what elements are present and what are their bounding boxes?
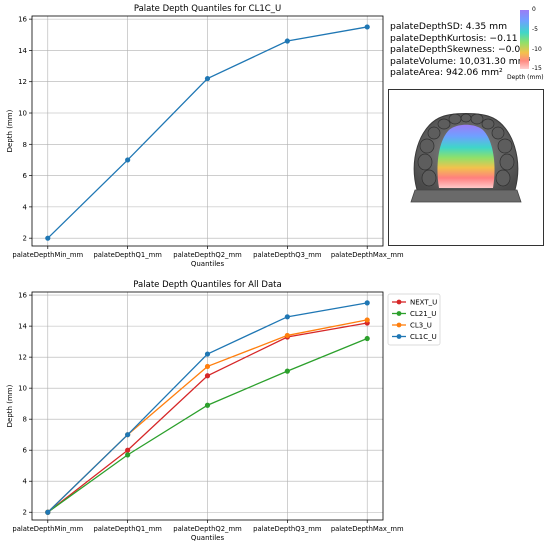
legend-entry-label: CL1C_U (410, 333, 437, 341)
y-tick-label: 6 (23, 172, 28, 180)
x-tick-label: palateDepthMin_mm (12, 525, 83, 533)
colorbar-tick: -10 (532, 46, 542, 53)
data-point (364, 24, 370, 30)
legend-swatch-marker (396, 311, 402, 316)
stat-depth-sd: palateDepthSD: 4.35 mm (390, 21, 508, 32)
x-axis-label: Quantiles (191, 534, 225, 542)
data-point (125, 157, 131, 163)
legend-entry-label: NEXT_U (410, 299, 437, 307)
y-tick-label: 6 (23, 447, 28, 455)
y-tick-label: 8 (23, 416, 27, 424)
data-point (204, 351, 211, 357)
data-point (204, 373, 211, 379)
stat-depth-kurtosis: palateDepthKurtosis: −0.11 (390, 32, 518, 44)
x-tick-label: palateDepthQ2_mm (173, 525, 242, 533)
legend-entry-label: CL3_U (410, 322, 432, 330)
plot-frame (31, 15, 384, 247)
data-point (125, 432, 131, 438)
y-tick-label: 10 (18, 110, 27, 118)
data-point (45, 509, 51, 515)
y-tick-label: 4 (23, 478, 28, 486)
y-tick-label: 14 (18, 323, 27, 331)
x-tick-label: palateDepthMin_mm (12, 251, 83, 259)
colorbar-label: Depth (mm) (507, 74, 544, 81)
y-tick-label: 2 (23, 509, 27, 517)
legend-box (387, 293, 441, 346)
depth-colorbar (520, 10, 529, 69)
data-point (204, 75, 211, 82)
x-tick-label: palateDepthMax_mm (331, 251, 404, 259)
chart-all-data-depth-quantiles: Palate Depth Quantiles for All Data 2 4 6 8 1… (6, 280, 441, 542)
x-tick-label: palateDepthQ3_mm (253, 525, 322, 533)
y-axis-label: Depth (mm) (6, 109, 14, 152)
plot-frame (31, 291, 384, 521)
y-tick-label: 14 (18, 47, 27, 55)
chart-title: Palate Depth Quantiles for CL1C_U (134, 4, 281, 14)
chart-cl1c-depth-quantiles: Palate Depth Quantiles for CL1C_U 2 4 6 8 10 1… (6, 4, 404, 268)
data-point (284, 368, 290, 374)
y-tick-label: 16 (18, 16, 27, 24)
y-tick-label: 4 (23, 203, 28, 211)
y-tick-label: 12 (18, 78, 27, 86)
palate-stats-panel: palateDepthSD: 4.35 mm palateDepthKurtos… (390, 21, 530, 79)
x-tick-label: palateDepthQ1_mm (93, 525, 162, 533)
data-point (284, 332, 290, 339)
y-axis-label: Depth (mm) (6, 384, 14, 427)
legend-entry-label: CL21_U (410, 310, 436, 318)
x-tick-label: palateDepthMax_mm (331, 525, 404, 533)
data-point (125, 447, 131, 453)
stat-depth-skewness: palateDepthSkewness: −0.06 (390, 44, 527, 56)
data-point (284, 314, 290, 320)
y-tick-label: 16 (18, 292, 27, 300)
data-point (45, 235, 51, 241)
x-tick-label: palateDepthQ2_mm (173, 251, 242, 259)
stat-area: palateArea: 942.06 mm² (390, 67, 503, 79)
x-axis-label: Quantiles (191, 260, 225, 268)
legend-swatch-marker (396, 322, 402, 328)
data-point (204, 402, 211, 408)
x-tick-label: palateDepthQ3_mm (253, 251, 322, 259)
palate-depth-map-inset (388, 89, 544, 246)
stat-volume: palateVolume: 10,031.30 mm³ (390, 55, 531, 67)
data-point (204, 363, 211, 370)
y-tick-label: 8 (23, 141, 27, 149)
y-tick-label: 2 (23, 235, 27, 243)
x-tick-label: palateDepthQ1_mm (93, 251, 162, 259)
y-tick-label: 12 (18, 354, 27, 362)
chart-title: Palate Depth Quantiles for All Data (133, 280, 281, 290)
data-point (284, 38, 290, 44)
data-point (364, 335, 370, 342)
colorbar-tick: 0 (532, 6, 536, 13)
colorbar-tick: -5 (532, 26, 538, 33)
legend-swatch-marker (396, 334, 402, 339)
data-point (364, 300, 370, 306)
data-point (125, 452, 131, 458)
palate-model-image (410, 113, 522, 203)
colorbar-tick: -15 (532, 65, 542, 72)
legend-swatch-marker (396, 299, 402, 305)
data-point (364, 317, 370, 323)
y-tick-label: 10 (18, 385, 27, 393)
